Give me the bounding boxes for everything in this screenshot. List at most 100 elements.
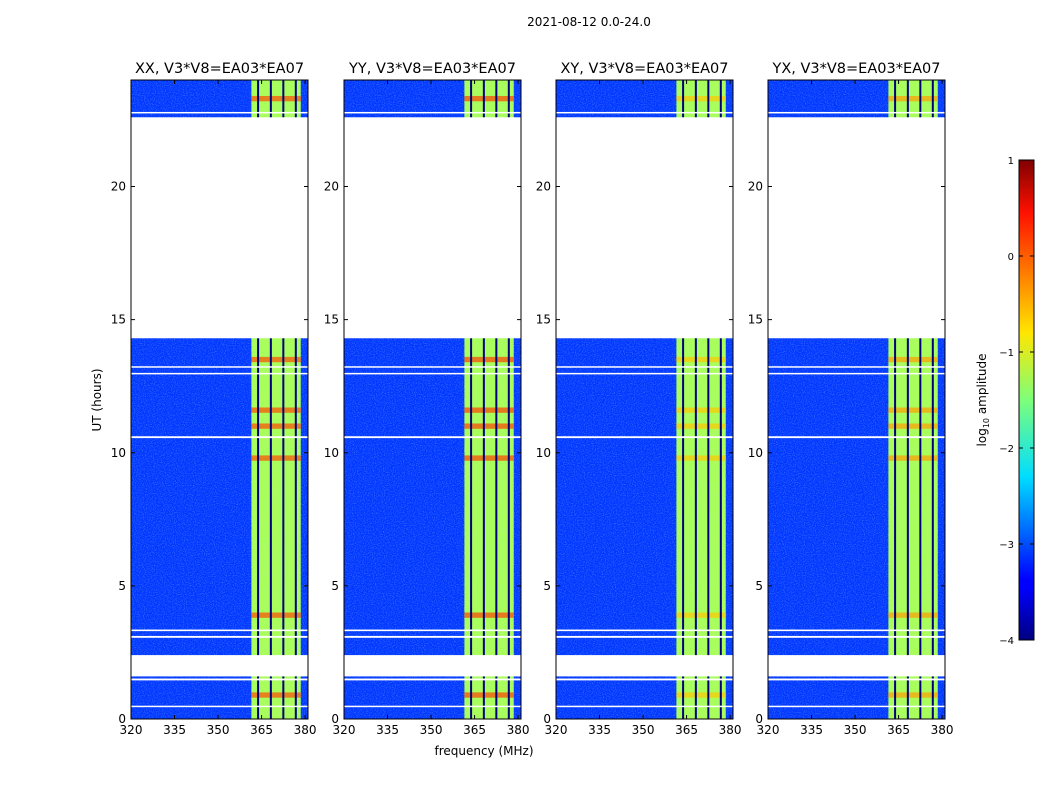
flagged-row <box>556 705 733 708</box>
x-tick-label: 335 <box>588 723 611 737</box>
channel-gap <box>507 80 510 719</box>
panel-title: YY, V3*V8=EA03*EA07 <box>348 61 516 77</box>
hot-band-segment <box>676 356 726 363</box>
hot-band-segment <box>251 423 301 429</box>
flagged-row <box>344 678 521 681</box>
hot-band-segment <box>251 407 301 413</box>
panels: XX, V3*V8=EA03*EA07 320 335 350 365 380 0 5 10 15… <box>111 61 954 737</box>
flagged-row <box>768 678 945 681</box>
hot-band-segment <box>888 407 938 413</box>
spectrogram <box>556 80 733 719</box>
flagged-row <box>768 436 945 439</box>
flagged-row <box>344 372 521 375</box>
flagged-row <box>131 678 308 681</box>
flagged-row <box>556 372 733 375</box>
channel-gap <box>282 80 285 719</box>
y-tick-label: 0 <box>755 712 763 726</box>
hot-band-segment <box>464 612 514 618</box>
channel-gap <box>269 80 272 719</box>
channel-gap <box>257 80 260 719</box>
y-tick-label: 20 <box>536 180 551 194</box>
y-tick-label: 10 <box>748 446 763 460</box>
x-tick-label: 380 <box>931 723 954 737</box>
flagged-row <box>344 111 521 114</box>
hot-band-segment <box>251 455 301 461</box>
no-data-region <box>768 117 945 339</box>
flagged-row <box>344 629 521 632</box>
y-tick-label: 0 <box>118 712 126 726</box>
x-tick-label: 320 <box>120 723 143 737</box>
flagged-row <box>556 436 733 439</box>
y-tick-label: 15 <box>324 313 339 327</box>
flagged-row <box>768 705 945 708</box>
flagged-row <box>344 366 521 368</box>
y-tick-label: 15 <box>748 313 763 327</box>
channel-gap <box>707 80 710 719</box>
y-tick-label: 0 <box>543 712 551 726</box>
hot-band-segment <box>888 356 938 363</box>
channel-gap <box>495 80 498 719</box>
flagged-row <box>131 366 308 368</box>
panel-frame <box>767 79 946 720</box>
flagged-row <box>768 366 945 368</box>
channel-gap <box>894 80 897 719</box>
hot-band-segment <box>888 455 938 461</box>
channel-gap <box>682 80 685 719</box>
no-data-region <box>556 117 733 339</box>
x-tick-label: 335 <box>163 723 186 737</box>
channel-gap <box>931 80 934 719</box>
panel: YY, V3*V8=EA03*EA07 320 335 350 365 380 0 5 10 15… <box>324 61 530 737</box>
x-tick-label: 380 <box>719 723 742 737</box>
x-tick-label: 350 <box>632 723 655 737</box>
x-tick-label: 320 <box>545 723 568 737</box>
channel-gap <box>294 80 297 719</box>
y-tick-label: 15 <box>536 313 551 327</box>
y-tick-label: 5 <box>331 579 339 593</box>
panel: XX, V3*V8=EA03*EA07 320 335 350 365 380 0 5 10 15… <box>111 61 317 737</box>
hot-band-segment <box>251 95 301 102</box>
x-tick-label: 335 <box>376 723 399 737</box>
hot-band-segment <box>464 692 514 698</box>
y-tick-label: 0 <box>331 712 339 726</box>
colorbar-tick-label: 1 <box>1008 156 1014 167</box>
y-tick-label: 10 <box>111 446 126 460</box>
hot-band-segment <box>251 692 301 698</box>
y-tick-label: 10 <box>536 446 551 460</box>
flagged-row <box>344 705 521 708</box>
hot-band-segment <box>888 423 938 429</box>
flagged-row <box>344 436 521 439</box>
y-tick-label: 5 <box>543 579 551 593</box>
y-tick-label: 15 <box>111 313 126 327</box>
no-data-region <box>131 655 308 677</box>
no-data-region <box>344 655 521 677</box>
x-tick-label: 380 <box>294 723 317 737</box>
hot-band-segment <box>676 95 726 102</box>
colorbar-tick-label: −3 <box>999 540 1014 551</box>
panel: XY, V3*V8=EA03*EA07 320 335 350 365 380 0 5 10 15… <box>536 61 742 737</box>
colorbar-gradient <box>1018 159 1035 641</box>
hot-band-segment <box>251 612 301 618</box>
hot-band-segment <box>251 356 301 363</box>
y-tick-label: 10 <box>324 446 339 460</box>
flagged-row <box>556 366 733 368</box>
x-tick-label: 350 <box>420 723 443 737</box>
figure-title: 2021-08-12 0.0-24.0 <box>527 15 651 29</box>
y-tick-label: 5 <box>755 579 763 593</box>
flagged-row <box>131 436 308 439</box>
flagged-row <box>131 111 308 114</box>
x-tick-label: 320 <box>333 723 356 737</box>
flagged-row <box>556 111 733 114</box>
hot-band-segment <box>464 423 514 429</box>
flagged-row <box>131 372 308 375</box>
no-data-region <box>131 117 308 339</box>
panel: YX, V3*V8=EA03*EA07 320 335 350 365 380 0 5 10 15… <box>748 61 954 737</box>
y-tick-label: 20 <box>748 180 763 194</box>
no-data-region <box>556 655 733 677</box>
y-tick-label: 20 <box>111 180 126 194</box>
channel-gap <box>719 80 722 719</box>
colorbar: 1 0 −1 −2 −3 −4 log10 amplitude <box>975 156 1035 647</box>
hot-band-segment <box>464 407 514 413</box>
x-tick-label: 380 <box>507 723 530 737</box>
y-axis-label: UT (hours) <box>90 368 104 431</box>
panel-title: XX, V3*V8=EA03*EA07 <box>135 61 304 77</box>
